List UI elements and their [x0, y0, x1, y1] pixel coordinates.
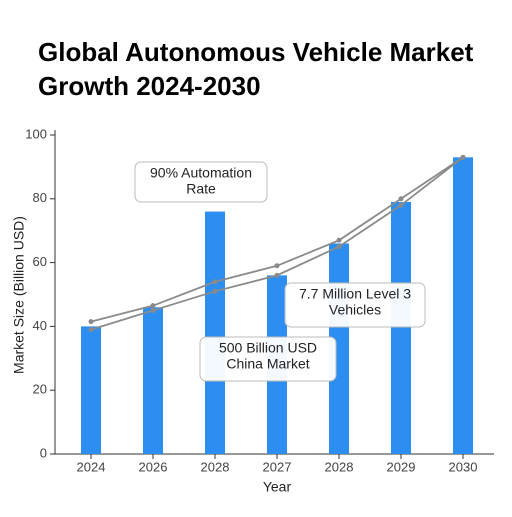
trend-point — [88, 319, 94, 325]
bar — [205, 211, 225, 454]
bar — [143, 307, 163, 454]
trend-point — [274, 263, 280, 269]
trend-point — [460, 154, 466, 160]
trend-point — [274, 272, 280, 278]
chart-title: Growth 2024-2030 — [38, 71, 261, 101]
x-tick-label: 2030 — [449, 459, 478, 474]
y-tick-label: 40 — [33, 318, 47, 333]
chart-title: Global Autonomous Vehicle Market — [38, 37, 474, 67]
x-tick-label: 2027 — [263, 459, 292, 474]
x-tick-label: 2029 — [387, 459, 416, 474]
annotation-text: Vehicles — [329, 302, 381, 318]
x-tick-label: 2028 — [325, 459, 354, 474]
bar — [453, 157, 473, 454]
trend-point — [212, 279, 218, 285]
trend-point — [150, 307, 156, 313]
trend-point — [398, 202, 404, 208]
annotation-text: 7.7 Million Level 3 — [299, 286, 411, 302]
y-tick-label: 0 — [40, 445, 47, 460]
trend-point — [150, 303, 156, 309]
annotation-box — [284, 282, 426, 328]
annotation-text: China Market — [226, 356, 309, 372]
y-tick-label: 20 — [33, 382, 47, 397]
annotation-box — [199, 336, 337, 382]
annotation-box — [134, 161, 268, 203]
x-tick-label: 2028 — [201, 459, 230, 474]
annotation-text: 500 Billion USD — [219, 340, 317, 356]
trend-point — [88, 327, 94, 333]
y-axis-label: Market Size (Billion USD) — [11, 216, 27, 374]
bar — [391, 201, 411, 454]
x-axis-label: Year — [263, 479, 292, 495]
y-tick-label: 100 — [25, 126, 47, 141]
trend-point — [336, 244, 342, 250]
trend-point — [336, 237, 342, 243]
x-tick-label: 2026 — [139, 459, 168, 474]
y-tick-label: 60 — [33, 254, 47, 269]
annotation-text: 90% Automation — [150, 165, 252, 181]
y-tick-label: 80 — [33, 190, 47, 205]
bar — [81, 326, 101, 454]
x-tick-label: 2024 — [77, 459, 106, 474]
annotation-text: Rate — [186, 181, 216, 197]
trend-point — [212, 288, 218, 294]
trend-point — [398, 196, 404, 202]
